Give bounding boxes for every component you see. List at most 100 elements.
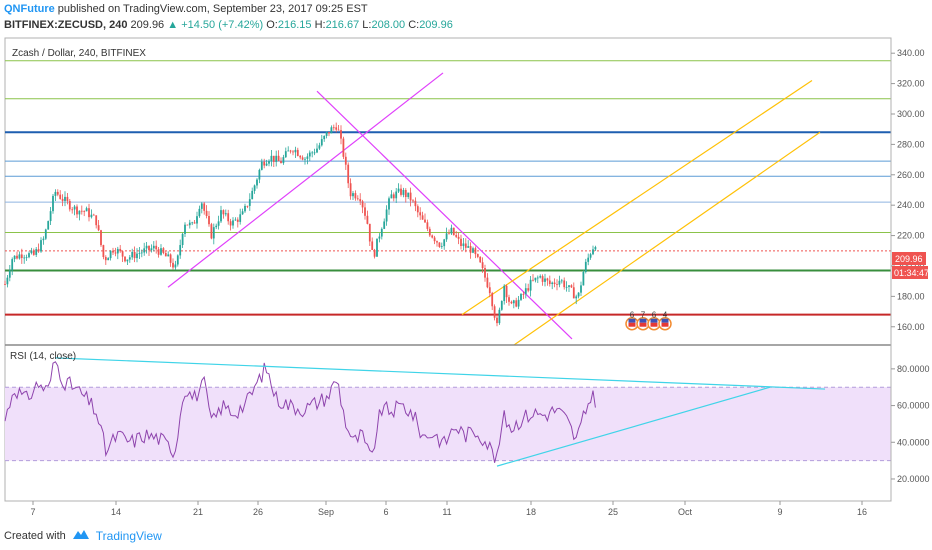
candle-body bbox=[548, 280, 551, 285]
candle-body bbox=[292, 151, 294, 153]
candle-body bbox=[186, 224, 189, 226]
candle-body bbox=[330, 127, 333, 134]
candle-body bbox=[589, 254, 592, 258]
candle-body bbox=[270, 155, 273, 162]
candle-body bbox=[224, 213, 227, 215]
candle-body bbox=[76, 206, 78, 215]
candle-body bbox=[66, 196, 69, 201]
candle-body bbox=[522, 294, 525, 295]
candle-body bbox=[287, 150, 290, 152]
candle-body bbox=[68, 200, 71, 210]
candle-body bbox=[479, 256, 482, 263]
price-pane[interactable] bbox=[4, 37, 892, 346]
candle-body bbox=[366, 215, 369, 224]
candle-body bbox=[37, 249, 40, 252]
rsi-trendline-1 bbox=[496, 386, 771, 467]
candle-body bbox=[54, 191, 57, 196]
candle-body bbox=[421, 215, 424, 220]
candle-body bbox=[388, 198, 390, 210]
rsi-trendline-0 bbox=[54, 357, 826, 390]
candle-body bbox=[320, 139, 323, 146]
candle-body bbox=[500, 301, 503, 310]
candle-body bbox=[136, 253, 138, 259]
candle-body bbox=[191, 222, 194, 224]
candle-body bbox=[265, 163, 268, 166]
candle-body bbox=[215, 225, 218, 228]
close-label: C: bbox=[408, 19, 420, 31]
rsi-tick-label: 60.0000 bbox=[897, 401, 930, 411]
candle-body bbox=[373, 249, 376, 257]
candle-body bbox=[131, 251, 134, 258]
candle-body bbox=[205, 210, 208, 216]
candle-body bbox=[313, 152, 316, 154]
candle-body bbox=[460, 238, 462, 247]
candle-body bbox=[188, 222, 191, 226]
candle-body bbox=[32, 250, 35, 255]
candle-body bbox=[337, 129, 340, 131]
candle-body bbox=[133, 251, 136, 259]
flag-icon bbox=[628, 318, 636, 323]
chart-area[interactable]: Zcash / Dollar, 240, BITFINEX RSI (14, c… bbox=[0, 36, 932, 522]
candle-body bbox=[481, 262, 484, 269]
candle-body bbox=[277, 155, 280, 162]
candle-body bbox=[8, 270, 11, 278]
candle-body bbox=[476, 254, 479, 257]
candle-body bbox=[419, 212, 422, 216]
candle-body bbox=[150, 248, 153, 251]
time-tick-label: 11 bbox=[442, 507, 451, 517]
candle-body bbox=[299, 155, 302, 158]
candle-body bbox=[536, 277, 539, 279]
candle-body bbox=[239, 214, 242, 222]
candle-body bbox=[193, 222, 196, 224]
candle-body bbox=[234, 219, 237, 221]
candle-body bbox=[181, 233, 184, 246]
rsi-pane-title: RSI (14, close) bbox=[10, 351, 76, 362]
candle-body bbox=[296, 149, 299, 156]
candle-body bbox=[344, 156, 347, 165]
candle-body bbox=[416, 206, 419, 213]
tradingview-logo-icon[interactable] bbox=[72, 528, 90, 543]
candle-body bbox=[328, 132, 330, 134]
candle-body bbox=[383, 221, 386, 229]
candle-body bbox=[392, 194, 395, 199]
candle-body bbox=[148, 245, 150, 251]
candle-body bbox=[248, 199, 251, 206]
candle-body bbox=[323, 135, 326, 140]
price-pane-title: Zcash / Dollar, 240, BITFINEX bbox=[12, 48, 146, 59]
candle-body bbox=[560, 280, 563, 282]
candle-body bbox=[400, 188, 402, 195]
candle-body bbox=[80, 210, 83, 212]
event-count: 4 bbox=[663, 311, 668, 320]
candle-body bbox=[119, 248, 122, 252]
price-trendline-3 bbox=[513, 131, 821, 346]
candle-body bbox=[4, 284, 6, 286]
candle-body bbox=[498, 309, 501, 324]
candle-body bbox=[121, 251, 124, 257]
candle-body bbox=[71, 209, 74, 211]
time-tick-label: 14 bbox=[111, 507, 121, 517]
countdown-tag: 01:34:47 bbox=[892, 266, 929, 279]
rsi-line bbox=[4, 361, 596, 463]
flag-icon-stripe bbox=[639, 322, 647, 327]
candle-body bbox=[570, 285, 573, 288]
candle-body bbox=[532, 279, 534, 281]
candle-body bbox=[28, 253, 30, 258]
candle-body bbox=[529, 279, 532, 291]
low-label: L: bbox=[362, 19, 372, 31]
tradingview-link[interactable]: TradingView bbox=[95, 528, 162, 543]
candle-body bbox=[90, 214, 93, 218]
candle-body bbox=[56, 191, 59, 195]
candle-body bbox=[354, 193, 357, 199]
rsi-tick-label: 80.0000 bbox=[897, 364, 930, 374]
candle-body bbox=[20, 254, 23, 259]
publish-text: published on TradingView.com, September … bbox=[57, 3, 368, 15]
author-name[interactable]: QNFuture bbox=[4, 3, 55, 15]
candle-body bbox=[23, 257, 26, 259]
candle-body bbox=[376, 238, 378, 257]
high-label: H: bbox=[314, 19, 326, 31]
candle-body bbox=[13, 255, 16, 260]
candle-body bbox=[253, 185, 256, 191]
candle-body bbox=[258, 169, 261, 180]
candle-body bbox=[232, 220, 234, 226]
candle-body bbox=[512, 300, 515, 304]
